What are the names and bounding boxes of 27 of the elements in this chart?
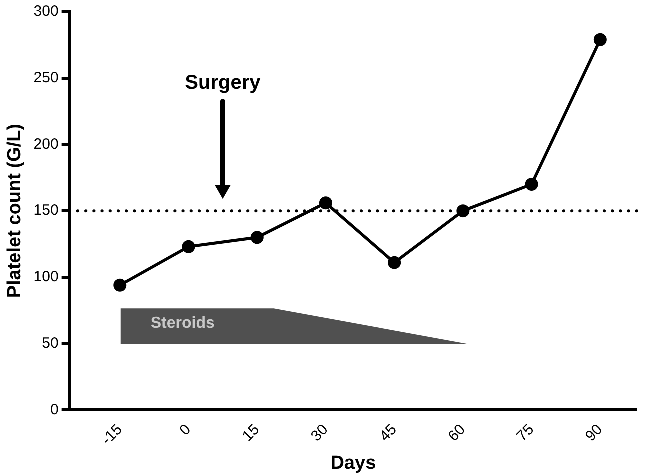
x-tick-label: 15: [239, 421, 264, 446]
x-tick-label: 30: [308, 421, 332, 446]
point: [388, 256, 402, 270]
x-tick-label: -15: [98, 421, 126, 449]
point: [114, 278, 127, 292]
y-tick-label: 250: [34, 70, 59, 86]
x-tick-label: 45: [376, 421, 400, 446]
y-tick-label: 0: [50, 401, 59, 418]
y-tick-label: 150: [34, 202, 59, 220]
point: [182, 240, 196, 254]
y-tick-label: 50: [42, 334, 59, 352]
x-tick-label: 90: [582, 421, 606, 446]
point: [250, 231, 264, 244]
x-tick-label: 0: [176, 421, 195, 440]
point: [525, 178, 538, 192]
x-axis-title: Days: [330, 452, 376, 474]
annotation: Steroids: [150, 314, 215, 333]
y-tick-label: 200: [34, 136, 59, 153]
point: [456, 204, 470, 218]
y-tick-label: 300: [34, 3, 59, 20]
y-tick-label: 100: [34, 268, 59, 286]
annotation: Surgery: [185, 72, 262, 94]
x-tick-label: 60: [445, 421, 469, 446]
point: [319, 196, 332, 210]
y-axis-title: Platelet count (G/L): [4, 124, 26, 298]
point: [594, 33, 607, 46]
x-tick-label: 75: [514, 421, 538, 446]
